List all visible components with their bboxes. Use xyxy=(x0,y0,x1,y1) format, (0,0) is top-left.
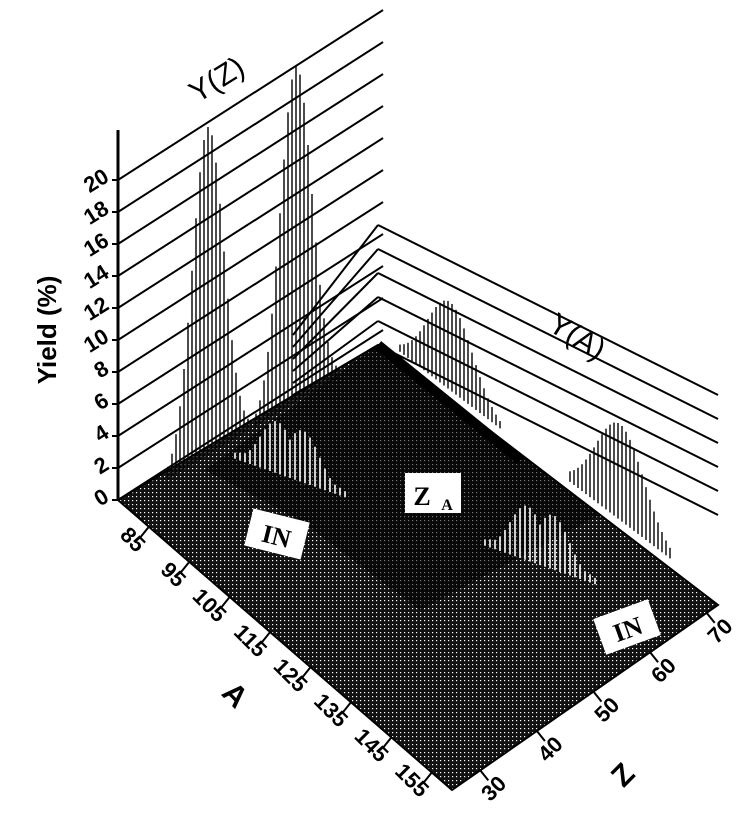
yz-grid-line xyxy=(117,137,384,309)
yz-grid-line xyxy=(117,329,384,501)
a-tick-mark xyxy=(301,666,312,679)
yield-tick-label: 14 xyxy=(79,259,114,294)
yz-grid-line xyxy=(117,233,384,405)
z-tick-label: 30 xyxy=(476,771,511,806)
ya-grid-line xyxy=(377,272,719,444)
yield-tick-label: 12 xyxy=(79,291,113,325)
yz-grid-line xyxy=(117,73,384,245)
ya-grid-line xyxy=(377,224,719,396)
yield-tick-label: 8 xyxy=(89,355,113,383)
yield-tick-label: 20 xyxy=(79,163,113,197)
yield-tick-label: 10 xyxy=(79,323,113,357)
yz-grid-line xyxy=(117,201,384,373)
yz-peaks xyxy=(167,66,337,479)
a-tick-mark xyxy=(220,596,231,609)
z-tick-label: 70 xyxy=(703,613,738,648)
a-tick-mark xyxy=(179,561,190,574)
ya-grid-connector xyxy=(292,296,379,372)
z-tick-mark xyxy=(649,651,659,663)
label-in-1: IN xyxy=(244,508,310,560)
yz-grid-line xyxy=(117,41,384,213)
ya-grid-line xyxy=(377,248,719,420)
ya-grid-connector xyxy=(292,224,379,336)
a-tick-mark xyxy=(260,631,271,644)
yield-tick-label: 0 xyxy=(89,483,113,511)
z-tick-label: 40 xyxy=(533,732,568,767)
z-axis-title: Yield (%) xyxy=(32,276,62,385)
label-in-2: IN xyxy=(593,599,661,655)
ya-grid-connector xyxy=(292,272,379,360)
label-za-a: A xyxy=(441,497,453,514)
ya-grid-line xyxy=(377,296,719,468)
ya-grid-line xyxy=(377,320,719,492)
dark-region xyxy=(205,345,600,610)
a-tick-label: 85 xyxy=(115,522,150,557)
a-tick-mark xyxy=(422,771,433,784)
y-axis-title: Z xyxy=(605,757,641,793)
ya-peaks xyxy=(399,300,671,559)
z-tick-mark xyxy=(536,730,546,742)
x-axis-title: A xyxy=(215,676,254,715)
yz-wall-grid xyxy=(117,9,384,501)
yz-grid-line xyxy=(117,169,384,341)
z-tick-mark xyxy=(479,769,490,781)
a-tick-mark xyxy=(139,526,150,539)
ya-grid-connector xyxy=(292,248,379,348)
yz-grid-line xyxy=(117,297,384,469)
yield-tick-label: 4 xyxy=(89,419,113,447)
floor-ridge xyxy=(374,341,524,464)
yield-tick-label: 6 xyxy=(89,387,113,415)
z-tick-label: 60 xyxy=(646,653,681,688)
yield-tick-label: 18 xyxy=(79,195,113,229)
z-tick-mark xyxy=(705,612,716,624)
ya-grid-connector xyxy=(292,320,379,384)
a-tick-mark xyxy=(382,736,393,749)
yield-tick-label: 2 xyxy=(89,451,113,479)
surface-peaks xyxy=(234,421,596,585)
yield-tick-label: 16 xyxy=(79,227,113,261)
a-tick-label: 95 xyxy=(156,557,191,592)
a-tick-mark xyxy=(341,701,352,714)
ya-grid-line xyxy=(377,344,719,516)
label-za: Z A xyxy=(405,473,461,514)
z-tick-mark xyxy=(592,690,603,703)
yz-grid-line xyxy=(117,105,384,277)
yz-grid-line xyxy=(117,9,384,181)
ya-projection-label: Y(A) xyxy=(543,307,611,367)
label-in-1-text: IN xyxy=(259,519,294,554)
z-tick-label: 50 xyxy=(589,692,624,727)
label-za-z: Z xyxy=(413,482,430,511)
